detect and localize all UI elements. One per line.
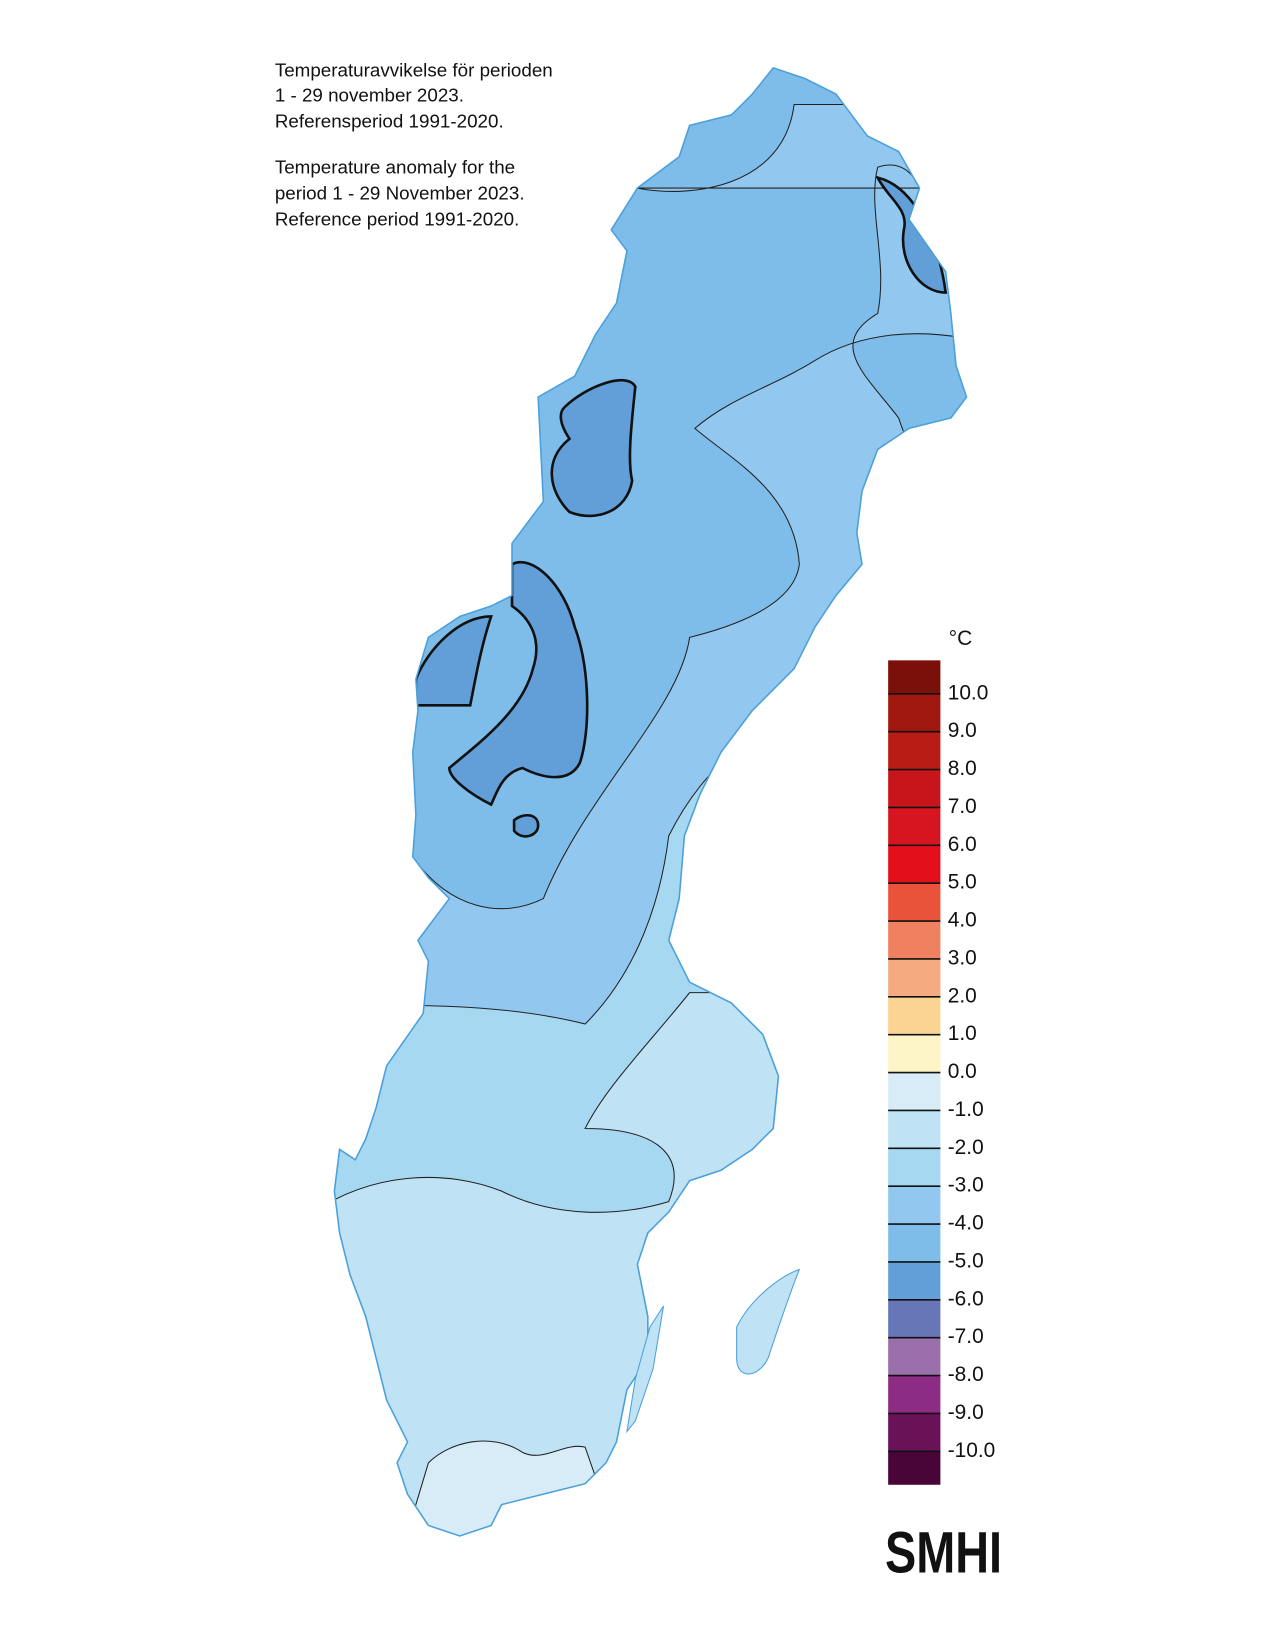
legend-swatch xyxy=(888,1451,941,1485)
intro-line: Reference period 1991-2020. xyxy=(275,209,520,230)
legend-swatch xyxy=(888,693,941,732)
legend-swatch xyxy=(888,1299,941,1338)
legend-swatch xyxy=(888,1186,941,1225)
legend-label: -3.0 xyxy=(948,1174,984,1197)
zone-minus6 xyxy=(414,615,493,707)
logo: SMHI xyxy=(885,1521,1002,1586)
legend-label: 3.0 xyxy=(948,946,977,969)
zone-minus6 xyxy=(512,814,540,838)
zone-minus6 xyxy=(550,378,637,518)
legend-label: 0.0 xyxy=(948,1060,977,1083)
legend: 10.0 9.0 8.0 7.0 6.0 5.0 4.0 3.0 2.0 1.0 0.0 -1.0 -2… xyxy=(888,660,996,1485)
legend-label: -1.0 xyxy=(948,1098,984,1121)
legend-unit: °C xyxy=(949,627,972,650)
legend-swatch xyxy=(888,845,941,884)
intro-line: period 1 - 29 November 2023. xyxy=(275,183,525,204)
legend-label: -8.0 xyxy=(948,1363,984,1386)
legend-label: -7.0 xyxy=(948,1325,984,1348)
legend-label: 10.0 xyxy=(948,681,989,704)
legend-swatch xyxy=(888,1148,941,1187)
legend-swatch xyxy=(888,996,941,1035)
legend-label: 2.0 xyxy=(948,984,977,1007)
legend-label: -10.0 xyxy=(948,1439,996,1462)
legend-swatch xyxy=(888,1413,941,1452)
legend-label: -4.0 xyxy=(948,1212,984,1235)
legend-swatch xyxy=(888,883,941,922)
intro-line: Temperature anomaly for the xyxy=(275,156,515,177)
legend-swatch xyxy=(888,1224,941,1262)
gotland xyxy=(736,1268,801,1375)
intro-line: Referensperiod 1991-2020. xyxy=(275,110,504,131)
legend-label: 6.0 xyxy=(948,833,977,856)
intro-line: Temperaturavvikelse för perioden xyxy=(275,59,553,80)
legend-label: 1.0 xyxy=(948,1022,977,1045)
oland xyxy=(626,1305,665,1434)
legend-swatch xyxy=(888,1034,941,1073)
legend-label: 4.0 xyxy=(948,909,977,932)
legend-swatch xyxy=(888,1261,941,1300)
legend-label: 7.0 xyxy=(948,795,977,818)
intro-line: 1 - 29 november 2023. xyxy=(275,84,464,105)
legend-label: -2.0 xyxy=(948,1136,984,1159)
legend-swatch xyxy=(888,958,941,997)
legend-swatch xyxy=(888,921,941,959)
legend-swatch xyxy=(888,1375,941,1414)
legend-swatch xyxy=(888,1072,941,1111)
legend-label: 9.0 xyxy=(948,719,977,742)
legend-label: -5.0 xyxy=(948,1249,984,1272)
legend-swatch xyxy=(888,731,941,770)
legend-swatch xyxy=(888,660,941,694)
legend-label: 5.0 xyxy=(948,871,977,894)
legend-swatch xyxy=(888,769,941,808)
legend-swatch xyxy=(888,1110,941,1149)
legend-label: -9.0 xyxy=(948,1401,984,1424)
legend-label: 8.0 xyxy=(948,757,977,780)
zone-minus6 xyxy=(448,561,589,807)
legend-swatch xyxy=(888,807,941,846)
legend-label: -6.0 xyxy=(948,1287,984,1310)
legend-swatch xyxy=(888,1337,941,1376)
intro-text: Temperaturavvikelse för perioden 1 - 29 … xyxy=(275,59,553,229)
